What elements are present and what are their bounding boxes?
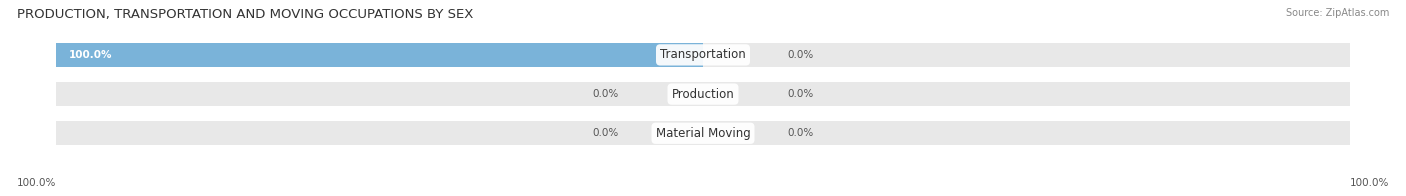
Bar xyxy=(56,121,1350,145)
Text: 0.0%: 0.0% xyxy=(787,128,813,138)
Text: Source: ZipAtlas.com: Source: ZipAtlas.com xyxy=(1285,8,1389,18)
Bar xyxy=(56,43,703,67)
Text: 100.0%: 100.0% xyxy=(1350,178,1389,188)
Text: 0.0%: 0.0% xyxy=(787,89,813,99)
Text: 100.0%: 100.0% xyxy=(17,178,56,188)
Bar xyxy=(56,43,1350,67)
Text: 0.0%: 0.0% xyxy=(593,128,619,138)
Text: Transportation: Transportation xyxy=(661,48,745,61)
Bar xyxy=(56,82,1350,106)
Text: 0.0%: 0.0% xyxy=(787,50,813,60)
Text: 0.0%: 0.0% xyxy=(593,89,619,99)
Text: Production: Production xyxy=(672,88,734,101)
Text: PRODUCTION, TRANSPORTATION AND MOVING OCCUPATIONS BY SEX: PRODUCTION, TRANSPORTATION AND MOVING OC… xyxy=(17,8,474,21)
Text: Material Moving: Material Moving xyxy=(655,127,751,140)
Text: 100.0%: 100.0% xyxy=(69,50,112,60)
